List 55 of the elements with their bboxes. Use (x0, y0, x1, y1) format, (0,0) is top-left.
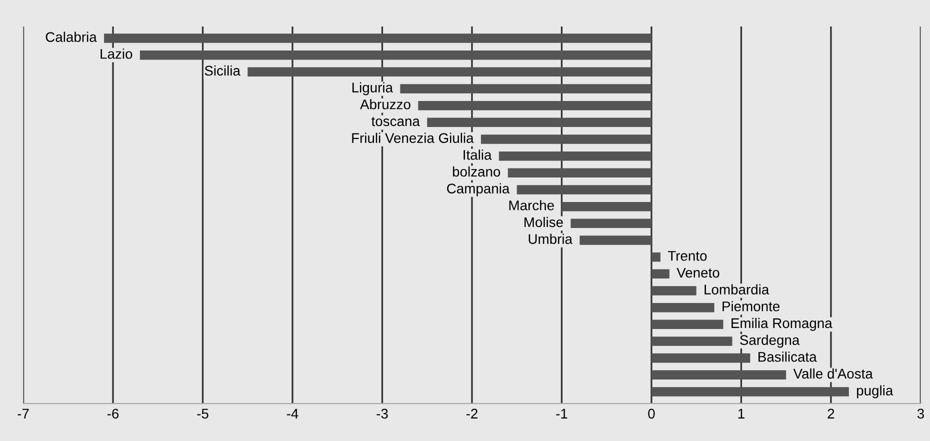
y-tick-label: Liguria (352, 82, 393, 96)
bar (418, 100, 652, 110)
bar (651, 353, 750, 363)
y-tick-label: bolzano (452, 166, 500, 177)
bar (140, 50, 652, 60)
bar (651, 320, 724, 330)
y-tick-label: Umbria (528, 234, 572, 244)
y-tick-label: Campania (447, 183, 510, 196)
y-tick-label: Molise (524, 216, 563, 228)
bar (580, 236, 652, 245)
x-tick-label: -2 (466, 408, 478, 418)
bar (480, 134, 652, 144)
y-tick-label: Basilicata (758, 352, 817, 362)
bar (400, 84, 652, 94)
bar (651, 286, 696, 296)
x-tick-label: -1 (556, 408, 568, 418)
x-tick-label: 2 (828, 408, 834, 418)
bar (651, 370, 786, 380)
y-tick-label: Friuli Venezia Giulia (352, 132, 474, 143)
y-tick-label: Sicilia (204, 65, 240, 76)
x-tick-label: -4 (286, 408, 298, 418)
y-tick-label: toscana (371, 117, 420, 126)
y-tick-label: Trento (668, 251, 707, 261)
bar (104, 34, 652, 43)
y-tick-label: Emilia Romagna (732, 318, 832, 331)
bar (248, 67, 652, 77)
y-tick-label: Lazio (100, 48, 132, 59)
x-tick-label: -6 (107, 408, 119, 419)
y-tick-label: Marche (509, 200, 554, 210)
x-tick-label: -7 (18, 408, 29, 418)
x-tick-label: -3 (376, 408, 388, 419)
y-tick-label: Abruzzo (360, 99, 410, 110)
x-tick-label: 1 (738, 408, 744, 418)
bar (516, 185, 652, 194)
bar (498, 151, 652, 161)
y-tick-label: Valle d'Aosta (793, 368, 873, 379)
bar (651, 387, 849, 396)
bar (651, 252, 660, 262)
y-tick-label: Lombardia (704, 284, 770, 294)
bar (651, 336, 732, 346)
bar (427, 118, 652, 128)
x-tick-label: 3 (917, 408, 924, 419)
bar (562, 202, 652, 212)
x-tick-label: -5 (197, 408, 208, 419)
y-tick-label: puglia (856, 385, 894, 398)
bar (570, 218, 652, 228)
y-tick-label: Veneto (676, 268, 720, 278)
y-tick-label: Sardegna (740, 334, 800, 348)
y-tick-label: Italia (464, 150, 492, 160)
bar (508, 168, 652, 178)
bar (651, 302, 714, 312)
y-tick-label: Calabria (46, 32, 97, 42)
bar (651, 269, 670, 279)
x-tick-label: 0 (648, 408, 655, 419)
y-tick-label: Piemonte (722, 301, 780, 312)
